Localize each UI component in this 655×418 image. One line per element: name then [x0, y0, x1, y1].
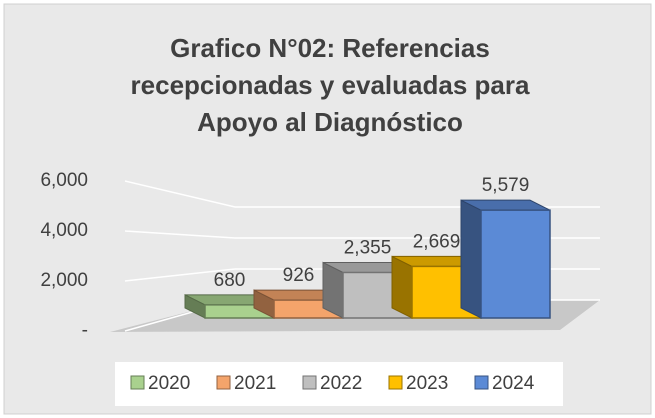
value-label: 926: [283, 265, 315, 286]
y-tick-label: 2,000: [40, 270, 88, 291]
legend-swatch: [474, 375, 489, 390]
value-label: 2,355: [344, 237, 392, 258]
y-tick-label: 6,000: [40, 170, 88, 191]
value-label: 2,669: [413, 231, 461, 252]
legend-swatch: [388, 375, 403, 390]
bar-side: [460, 199, 482, 319]
legend-swatch: [302, 375, 317, 390]
value-label: 5,579: [482, 175, 530, 196]
chart-title: Grafico N°02: Referencias recepcionadas …: [130, 33, 530, 137]
legend-label: 2022: [320, 373, 362, 394]
legend-label: 2021: [234, 373, 276, 394]
y-tick-label: 4,000: [40, 220, 88, 241]
bar: [480, 209, 551, 319]
legend-label: 2020: [148, 373, 190, 394]
legend-label: 2023: [406, 373, 448, 394]
value-label: 680: [214, 270, 246, 291]
y-tick-label: -: [82, 320, 88, 341]
legend-swatch: [216, 375, 231, 390]
legend-swatch: [130, 375, 145, 390]
bar-side: [391, 255, 413, 319]
legend-label: 2024: [492, 373, 535, 394]
